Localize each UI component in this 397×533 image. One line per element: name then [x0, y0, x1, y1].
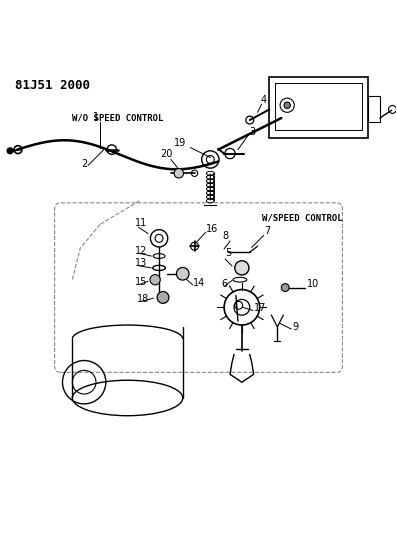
Text: 5: 5 — [225, 248, 231, 258]
Text: 13: 13 — [135, 259, 148, 268]
Circle shape — [150, 274, 160, 285]
Bar — [270, 77, 368, 138]
Circle shape — [7, 148, 13, 154]
Text: 3: 3 — [249, 127, 255, 136]
Bar — [276, 83, 362, 130]
Text: 2: 2 — [81, 159, 87, 169]
Text: W/SPEED CONTROL: W/SPEED CONTROL — [262, 214, 342, 223]
Text: 11: 11 — [135, 219, 147, 229]
Text: 12: 12 — [135, 246, 148, 256]
Bar — [368, 96, 380, 122]
Circle shape — [157, 292, 169, 303]
Text: 1: 1 — [93, 112, 99, 122]
Text: 16: 16 — [206, 224, 219, 233]
Text: 20: 20 — [160, 149, 172, 159]
Text: 4: 4 — [260, 95, 267, 105]
Text: 15: 15 — [135, 277, 148, 287]
Text: 19: 19 — [173, 139, 186, 149]
Circle shape — [176, 268, 189, 280]
Text: 10: 10 — [307, 279, 319, 289]
Circle shape — [284, 102, 290, 108]
Text: 81J51 2000: 81J51 2000 — [15, 79, 90, 92]
Text: 14: 14 — [193, 278, 206, 288]
Circle shape — [235, 261, 249, 275]
Text: 7: 7 — [264, 227, 271, 236]
Text: 6: 6 — [221, 279, 227, 289]
Text: W/O SPEED CONTROL: W/O SPEED CONTROL — [72, 113, 164, 122]
Circle shape — [174, 168, 183, 178]
Circle shape — [281, 284, 289, 292]
Text: 9: 9 — [292, 322, 299, 332]
Text: 17: 17 — [254, 303, 266, 313]
Text: 8: 8 — [222, 231, 228, 241]
Text: 18: 18 — [137, 294, 150, 304]
